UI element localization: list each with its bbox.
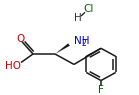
Text: HO: HO (5, 61, 21, 71)
Text: H: H (74, 13, 82, 23)
Polygon shape (55, 43, 70, 54)
Text: F: F (98, 85, 104, 95)
Text: 2: 2 (82, 39, 87, 48)
Text: O: O (17, 34, 25, 44)
Text: Cl: Cl (84, 4, 94, 14)
Text: NH: NH (75, 36, 90, 46)
